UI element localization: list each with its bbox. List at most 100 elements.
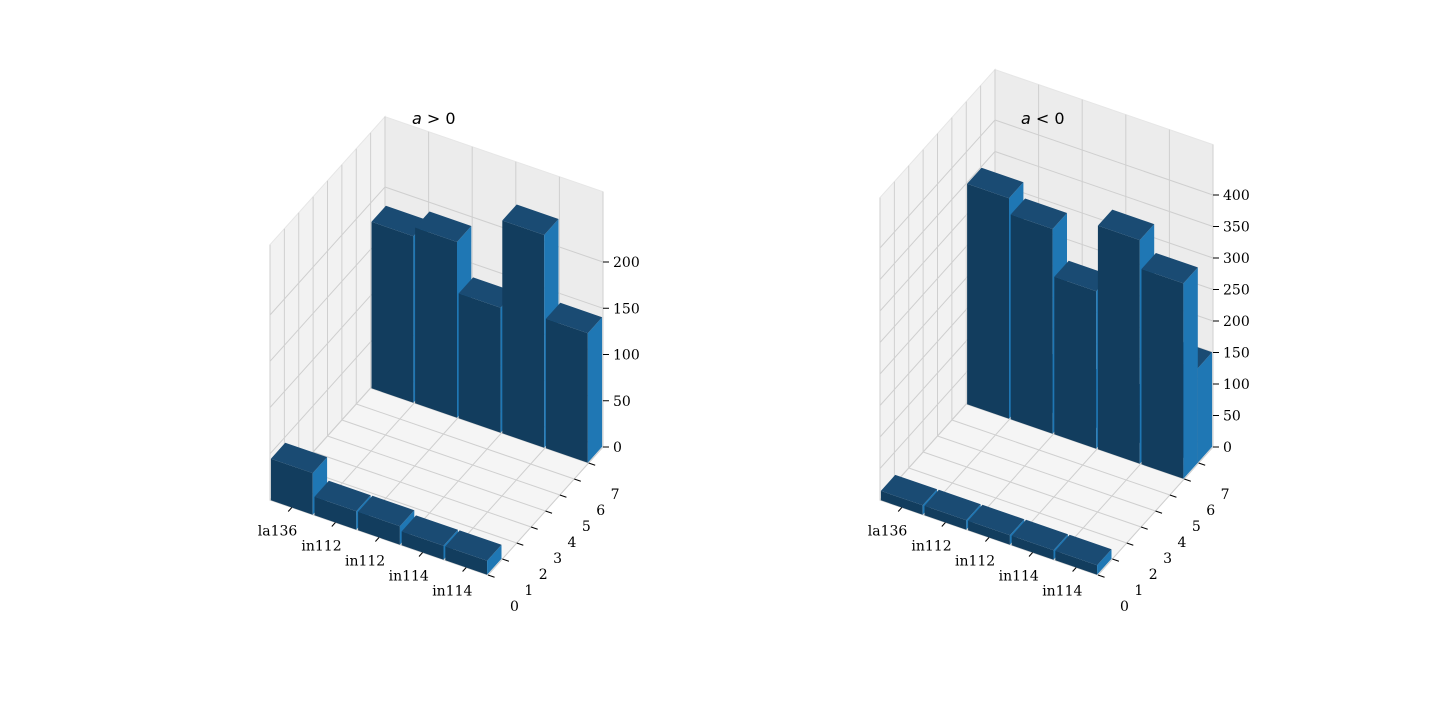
y-tick-mark xyxy=(545,510,553,514)
y-tick-mark xyxy=(1155,510,1163,514)
x-tick-label: in114 xyxy=(432,584,472,600)
y-tick-mark xyxy=(1140,526,1148,530)
bar-top-face xyxy=(968,504,1025,536)
y-tick-mark xyxy=(1198,462,1206,466)
x-tick-mark xyxy=(1072,567,1077,572)
grid-line xyxy=(370,387,589,464)
y-tick-label: 4 xyxy=(568,535,577,551)
y-tick-mark xyxy=(574,478,581,482)
y-tick-label: 1 xyxy=(1134,583,1143,599)
chart-panel-negative: la136in112in112in114in114012345670501001… xyxy=(868,68,1250,615)
z-tick-label: 50 xyxy=(613,394,631,410)
bar-side-face xyxy=(587,317,603,463)
chart-title-italic: a xyxy=(1021,109,1031,128)
y-tick-label: 0 xyxy=(510,599,519,615)
bar-top-face xyxy=(358,495,415,527)
x-tick-label: la136 xyxy=(258,524,298,540)
chart-panel-positive: la136in112in112in114in114012345670501001… xyxy=(258,109,640,615)
x-tick-label: in112 xyxy=(911,539,951,555)
x-tick-mark xyxy=(331,522,336,527)
bar-top-face xyxy=(445,530,502,561)
bar-top-face xyxy=(1097,209,1155,241)
z-tick-label: 400 xyxy=(1223,188,1250,204)
y-tick-mark xyxy=(1126,542,1134,546)
y-tick-mark xyxy=(559,494,567,498)
z-tick-label: 150 xyxy=(613,301,640,317)
bar xyxy=(445,530,502,575)
bar-top-face xyxy=(1011,519,1068,551)
bar-front-face xyxy=(415,227,457,418)
z-tick-label: 250 xyxy=(1223,283,1250,299)
grid-line xyxy=(879,119,1214,249)
chart-title-italic: a xyxy=(412,109,422,128)
z-tick-label: 100 xyxy=(613,348,640,364)
bar-top-face xyxy=(314,480,371,512)
bar-top-face xyxy=(371,205,428,237)
bar-front-face xyxy=(1010,214,1053,434)
grid-line xyxy=(937,435,1156,512)
y-tick-label: 3 xyxy=(553,551,562,567)
z-tick-label: 350 xyxy=(1223,220,1250,236)
bar-top-face xyxy=(415,211,472,242)
y-tick-label: 6 xyxy=(1206,503,1215,519)
x-tick-mark xyxy=(418,552,423,557)
x-tick-mark xyxy=(897,507,903,512)
y-tick-label: 0 xyxy=(1120,599,1129,615)
bar-front-face xyxy=(968,520,1010,545)
bar-top-face xyxy=(880,474,938,506)
bar-side-face xyxy=(1183,267,1198,479)
x-tick-mark xyxy=(462,567,467,572)
grid-line xyxy=(298,467,517,544)
bar-top-face xyxy=(270,442,328,474)
y-tick-label: 2 xyxy=(539,567,548,583)
bar-front-face xyxy=(502,220,545,448)
grid-line xyxy=(341,419,561,496)
y-tick-mark xyxy=(1184,478,1191,482)
x-tick-mark xyxy=(985,537,990,542)
bar-front-face xyxy=(445,546,488,575)
y-tick-mark xyxy=(588,462,596,466)
bar-front-face xyxy=(401,531,444,560)
z-tick-label: 100 xyxy=(1223,377,1250,393)
y-tick-label: 7 xyxy=(1221,487,1230,503)
bar-front-face xyxy=(270,458,313,515)
grid-line xyxy=(951,419,1171,496)
y-tick-mark xyxy=(1097,574,1105,578)
bar-front-face xyxy=(1055,550,1098,575)
bar-side-face xyxy=(1197,352,1213,463)
bar-top-face xyxy=(967,167,1024,199)
bar xyxy=(1055,534,1112,575)
x-tick-label: in114 xyxy=(1042,584,1082,600)
bar xyxy=(1141,253,1198,479)
y-tick-label: 6 xyxy=(596,503,605,519)
y-tick-mark xyxy=(1169,494,1177,498)
y-tick-label: 5 xyxy=(1192,519,1201,535)
bar-front-face xyxy=(458,293,501,433)
x-tick-mark xyxy=(941,522,946,527)
z-tick-label: 150 xyxy=(1223,346,1250,362)
bar-front-face xyxy=(1054,276,1097,449)
bar-front-face xyxy=(924,505,967,530)
bar-front-face xyxy=(314,496,357,530)
chart-title: a > 0 xyxy=(412,109,456,128)
bar-side-face xyxy=(1097,549,1112,575)
bar-front-face xyxy=(880,490,923,515)
bar-top-face xyxy=(502,204,559,235)
y-tick-label: 5 xyxy=(582,519,591,535)
y-tick-mark xyxy=(516,542,524,546)
z-tick-label: 300 xyxy=(1223,251,1250,267)
x-tick-label: in114 xyxy=(999,569,1039,585)
grid-line xyxy=(312,451,532,528)
bar-top-face xyxy=(1055,534,1112,566)
x-tick-label: in112 xyxy=(301,539,341,555)
bar-front-face xyxy=(1011,535,1054,560)
z-tick-label: 50 xyxy=(1223,409,1241,425)
bar-front-face xyxy=(967,183,1009,419)
x-tick-label: in112 xyxy=(345,554,385,570)
chart-title: a < 0 xyxy=(1021,109,1065,128)
z-tick-label: 200 xyxy=(1223,314,1250,330)
y-tick-label: 3 xyxy=(1163,551,1172,567)
bar-top-face xyxy=(1010,198,1067,229)
bar-top-face xyxy=(545,302,603,334)
